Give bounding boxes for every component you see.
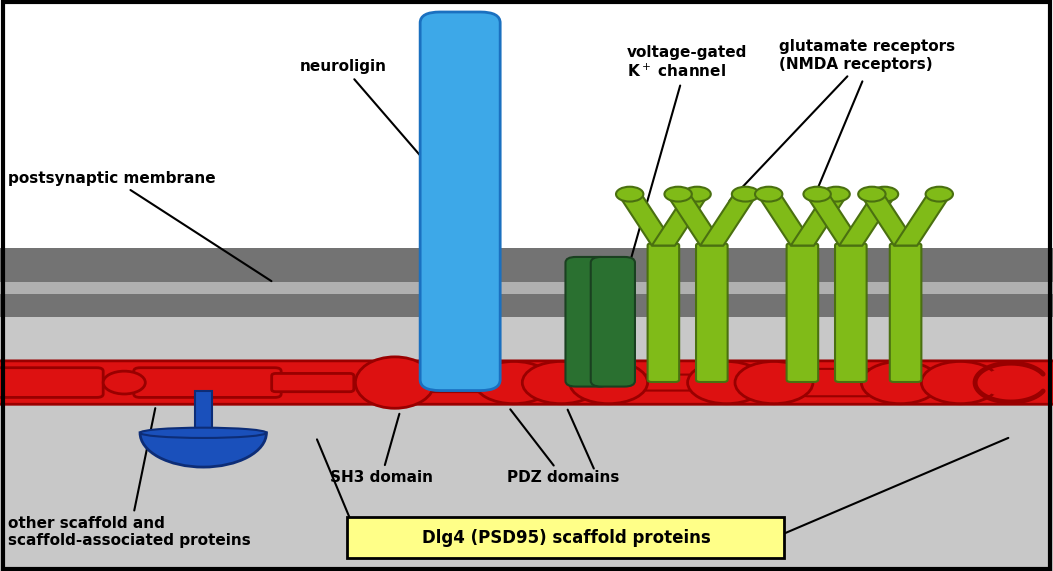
FancyBboxPatch shape: [890, 243, 921, 382]
FancyBboxPatch shape: [347, 517, 784, 558]
Circle shape: [688, 361, 766, 404]
FancyBboxPatch shape: [420, 12, 500, 391]
Polygon shape: [894, 194, 951, 246]
FancyBboxPatch shape: [803, 369, 871, 396]
Circle shape: [103, 371, 145, 394]
Polygon shape: [618, 194, 675, 246]
FancyBboxPatch shape: [134, 368, 281, 397]
Circle shape: [735, 361, 813, 404]
Text: voltage-gated
K$^+$ channel: voltage-gated K$^+$ channel: [624, 45, 747, 283]
Text: glutamate receptors
(NMDA receptors): glutamate receptors (NMDA receptors): [730, 39, 955, 200]
Text: Dlg4 (PSD95) scaffold proteins: Dlg4 (PSD95) scaffold proteins: [421, 529, 711, 547]
Text: other scaffold and
scaffold-associated proteins: other scaffold and scaffold-associated p…: [8, 408, 252, 548]
FancyBboxPatch shape: [0, 293, 1053, 317]
FancyBboxPatch shape: [0, 0, 1053, 248]
Ellipse shape: [355, 357, 434, 408]
FancyBboxPatch shape: [0, 368, 103, 397]
Circle shape: [522, 361, 600, 404]
FancyBboxPatch shape: [272, 373, 354, 392]
FancyBboxPatch shape: [696, 243, 728, 382]
FancyBboxPatch shape: [195, 391, 212, 434]
Ellipse shape: [140, 428, 266, 438]
Circle shape: [926, 187, 953, 202]
Text: PDZ domains: PDZ domains: [508, 409, 619, 485]
Polygon shape: [667, 194, 723, 246]
Circle shape: [871, 187, 898, 202]
FancyBboxPatch shape: [835, 243, 867, 382]
FancyBboxPatch shape: [648, 243, 679, 382]
Text: postsynaptic membrane: postsynaptic membrane: [8, 171, 272, 281]
Circle shape: [683, 187, 711, 202]
Circle shape: [755, 187, 782, 202]
Circle shape: [822, 187, 850, 202]
FancyBboxPatch shape: [575, 375, 595, 391]
FancyBboxPatch shape: [927, 375, 934, 391]
FancyBboxPatch shape: [528, 375, 548, 391]
FancyBboxPatch shape: [442, 308, 478, 383]
FancyBboxPatch shape: [591, 257, 635, 387]
FancyBboxPatch shape: [740, 375, 760, 391]
Text: neuroligin: neuroligin: [300, 59, 432, 169]
FancyBboxPatch shape: [787, 243, 818, 382]
FancyBboxPatch shape: [0, 361, 1053, 404]
Circle shape: [664, 187, 692, 202]
FancyBboxPatch shape: [0, 248, 1053, 286]
Wedge shape: [140, 433, 266, 467]
Polygon shape: [700, 194, 757, 246]
FancyBboxPatch shape: [565, 257, 610, 387]
FancyBboxPatch shape: [640, 375, 695, 391]
Circle shape: [861, 361, 939, 404]
Circle shape: [803, 187, 831, 202]
Circle shape: [616, 187, 643, 202]
Polygon shape: [860, 194, 917, 246]
Polygon shape: [757, 194, 814, 246]
Circle shape: [732, 187, 759, 202]
Circle shape: [570, 361, 648, 404]
Circle shape: [858, 187, 886, 202]
Polygon shape: [839, 194, 896, 246]
FancyBboxPatch shape: [0, 317, 1053, 571]
FancyBboxPatch shape: [446, 282, 474, 384]
Circle shape: [921, 361, 999, 404]
FancyBboxPatch shape: [0, 282, 1053, 294]
Polygon shape: [806, 194, 862, 246]
Polygon shape: [791, 194, 848, 246]
Polygon shape: [652, 194, 709, 246]
Text: SH3 domain: SH3 domain: [330, 414, 433, 485]
FancyBboxPatch shape: [430, 373, 491, 392]
Circle shape: [982, 367, 1039, 398]
Circle shape: [475, 361, 553, 404]
